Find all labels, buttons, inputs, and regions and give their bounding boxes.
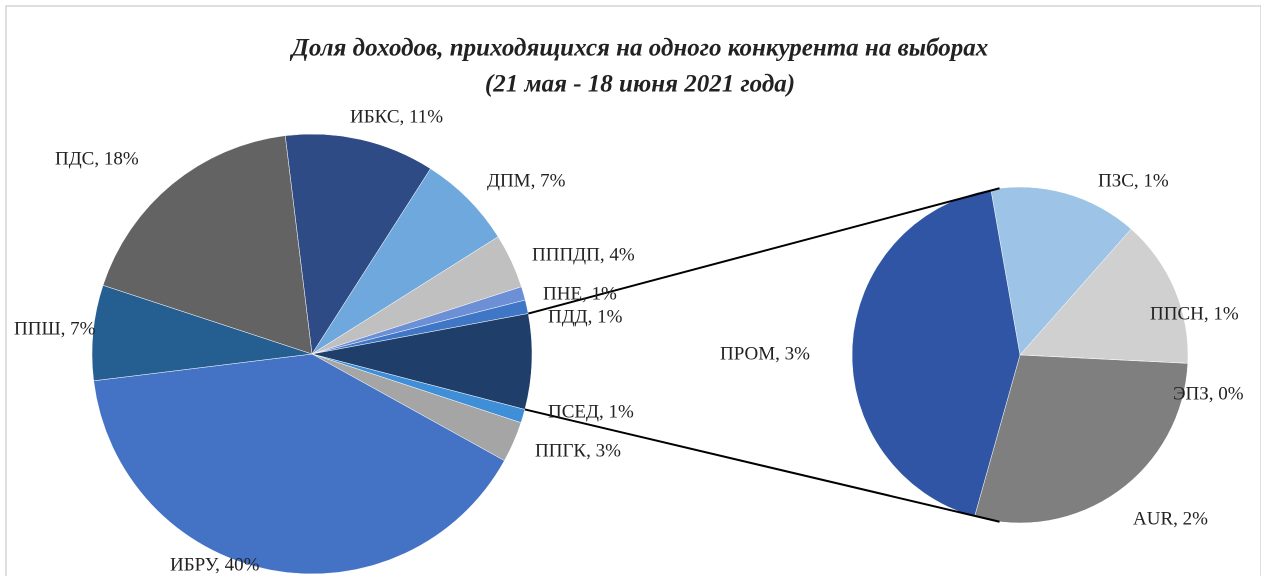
data-label: ПЗС, 1% [1098, 170, 1169, 191]
connector-line [527, 187, 1000, 315]
data-label: ПСЕД, 1% [548, 401, 634, 422]
data-label: ЭПЗ, 0% [1173, 383, 1244, 404]
pie-slice [974, 354, 1189, 524]
data-label: ИБРУ, 40% [170, 554, 260, 575]
data-label: ППГК, 3% [535, 440, 621, 461]
data-label: ПППДП, 4% [532, 244, 635, 265]
pie-slice [93, 353, 505, 575]
data-label: ПДС, 18% [55, 148, 139, 169]
pie-slice [990, 186, 1132, 356]
data-label: ПРОМ, 3% [720, 343, 810, 364]
data-label: ППШ, 7% [14, 318, 96, 339]
connector-line [524, 408, 1000, 523]
chart-title: Доля доходов, приходящихся на одного кон… [290, 35, 988, 62]
data-label: ППСН, 1% [1150, 303, 1239, 324]
pie-slice [284, 133, 431, 355]
pie-slice [1019, 228, 1189, 364]
pie-slice [851, 189, 1021, 518]
data-label: ПДД, 1% [548, 306, 623, 327]
frame [5, 5, 1261, 576]
data-label: ИБКС, 11% [350, 106, 443, 127]
data-label: ПНЕ, 1% [543, 283, 617, 304]
chart-subtitle: (21 мая - 18 июня 2021 года) [485, 71, 795, 98]
data-label: AUR, 2% [1133, 508, 1208, 529]
data-label: ДПМ, 7% [487, 170, 566, 191]
pie-slice [102, 135, 313, 355]
